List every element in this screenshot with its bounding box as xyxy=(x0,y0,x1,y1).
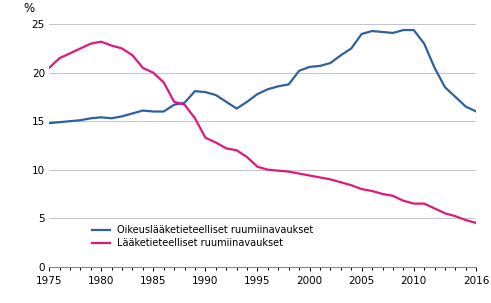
Lääketieteelliset ruumiinavaukset xyxy=(98,40,104,44)
Lääketieteelliset ruumiinavaukset xyxy=(327,178,333,181)
Lääketieteelliset ruumiinavaukset xyxy=(411,202,417,205)
Oikeuslääketieteelliset ruumiinavaukset xyxy=(244,100,250,104)
Lääketieteelliset ruumiinavaukset xyxy=(432,207,437,210)
Lääketieteelliset ruumiinavaukset xyxy=(234,148,240,152)
Oikeuslääketieteelliset ruumiinavaukset xyxy=(369,29,375,33)
Lääketieteelliset ruumiinavaukset xyxy=(150,71,156,75)
Oikeuslääketieteelliset ruumiinavaukset xyxy=(234,107,240,110)
Lääketieteelliset ruumiinavaukset xyxy=(192,116,198,120)
Oikeuslääketieteelliset ruumiinavaukset xyxy=(150,110,156,113)
Lääketieteelliset ruumiinavaukset xyxy=(359,187,365,191)
Lääketieteelliset ruumiinavaukset xyxy=(130,53,136,57)
Lääketieteelliset ruumiinavaukset xyxy=(317,176,323,179)
Oikeuslääketieteelliset ruumiinavaukset xyxy=(390,31,396,35)
Lääketieteelliset ruumiinavaukset xyxy=(265,168,271,171)
Oikeuslääketieteelliset ruumiinavaukset xyxy=(296,69,302,73)
Lääketieteelliset ruumiinavaukset xyxy=(390,194,396,198)
Line: Oikeuslääketieteelliset ruumiinavaukset: Oikeuslääketieteelliset ruumiinavaukset xyxy=(49,30,476,123)
Lääketieteelliset ruumiinavaukset xyxy=(275,169,281,172)
Lääketieteelliset ruumiinavaukset xyxy=(338,181,344,184)
Lääketieteelliset ruumiinavaukset xyxy=(78,47,83,50)
Oikeuslääketieteelliset ruumiinavaukset xyxy=(98,115,104,119)
Oikeuslääketieteelliset ruumiinavaukset xyxy=(213,93,219,97)
Oikeuslääketieteelliset ruumiinavaukset xyxy=(442,85,448,89)
Oikeuslääketieteelliset ruumiinavaukset xyxy=(432,66,437,70)
Oikeuslääketieteelliset ruumiinavaukset xyxy=(202,90,208,94)
Oikeuslääketieteelliset ruumiinavaukset xyxy=(275,85,281,88)
Oikeuslääketieteelliset ruumiinavaukset xyxy=(463,105,469,108)
Oikeuslääketieteelliset ruumiinavaukset xyxy=(317,64,323,68)
Lääketieteelliset ruumiinavaukset xyxy=(254,165,260,168)
Lääketieteelliset ruumiinavaukset xyxy=(244,155,250,159)
Lääketieteelliset ruumiinavaukset xyxy=(369,189,375,193)
Lääketieteelliset ruumiinavaukset xyxy=(306,174,312,177)
Oikeuslääketieteelliset ruumiinavaukset xyxy=(56,120,62,124)
Lääketieteelliset ruumiinavaukset xyxy=(202,136,208,139)
Line: Lääketieteelliset ruumiinavaukset: Lääketieteelliset ruumiinavaukset xyxy=(49,42,476,223)
Oikeuslääketieteelliset ruumiinavaukset xyxy=(400,28,406,32)
Lääketieteelliset ruumiinavaukset xyxy=(56,56,62,60)
Lääketieteelliset ruumiinavaukset xyxy=(421,202,427,205)
Oikeuslääketieteelliset ruumiinavaukset xyxy=(411,28,417,32)
Oikeuslääketieteelliset ruumiinavaukset xyxy=(182,101,188,105)
Lääketieteelliset ruumiinavaukset xyxy=(213,141,219,144)
Oikeuslääketieteelliset ruumiinavaukset xyxy=(327,61,333,65)
Lääketieteelliset ruumiinavaukset xyxy=(296,172,302,175)
Oikeuslääketieteelliset ruumiinavaukset xyxy=(161,110,166,113)
Lääketieteelliset ruumiinavaukset xyxy=(473,221,479,225)
Oikeuslääketieteelliset ruumiinavaukset xyxy=(306,65,312,69)
Oikeuslääketieteelliset ruumiinavaukset xyxy=(46,121,52,125)
Oikeuslääketieteelliset ruumiinavaukset xyxy=(338,53,344,57)
Oikeuslääketieteelliset ruumiinavaukset xyxy=(119,115,125,118)
Lääketieteelliset ruumiinavaukset xyxy=(463,218,469,222)
Oikeuslääketieteelliset ruumiinavaukset xyxy=(286,82,292,86)
Lääketieteelliset ruumiinavaukset xyxy=(223,147,229,150)
Oikeuslääketieteelliset ruumiinavaukset xyxy=(171,103,177,107)
Oikeuslääketieteelliset ruumiinavaukset xyxy=(380,30,385,34)
Lääketieteelliset ruumiinavaukset xyxy=(119,47,125,50)
Oikeuslääketieteelliset ruumiinavaukset xyxy=(453,95,459,99)
Oikeuslääketieteelliset ruumiinavaukset xyxy=(88,116,94,120)
Oikeuslääketieteelliset ruumiinavaukset xyxy=(473,110,479,113)
Lääketieteelliset ruumiinavaukset xyxy=(161,81,166,84)
Lääketieteelliset ruumiinavaukset xyxy=(400,199,406,202)
Legend: Oikeuslääketieteelliset ruumiinavaukset, Lääketieteelliset ruumiinavaukset: Oikeuslääketieteelliset ruumiinavaukset,… xyxy=(88,221,318,252)
Oikeuslääketieteelliset ruumiinavaukset xyxy=(421,42,427,45)
Lääketieteelliset ruumiinavaukset xyxy=(67,52,73,55)
Lääketieteelliset ruumiinavaukset xyxy=(171,100,177,104)
Lääketieteelliset ruumiinavaukset xyxy=(140,66,146,70)
Lääketieteelliset ruumiinavaukset xyxy=(453,215,459,218)
Lääketieteelliset ruumiinavaukset xyxy=(286,170,292,173)
Text: %: % xyxy=(24,2,34,15)
Lääketieteelliset ruumiinavaukset xyxy=(88,42,94,45)
Oikeuslääketieteelliset ruumiinavaukset xyxy=(265,87,271,91)
Oikeuslääketieteelliset ruumiinavaukset xyxy=(109,116,114,120)
Oikeuslääketieteelliset ruumiinavaukset xyxy=(192,89,198,93)
Oikeuslääketieteelliset ruumiinavaukset xyxy=(348,47,354,50)
Lääketieteelliset ruumiinavaukset xyxy=(182,103,188,107)
Oikeuslääketieteelliset ruumiinavaukset xyxy=(359,32,365,36)
Lääketieteelliset ruumiinavaukset xyxy=(348,183,354,187)
Lääketieteelliset ruumiinavaukset xyxy=(46,66,52,70)
Oikeuslääketieteelliset ruumiinavaukset xyxy=(140,109,146,112)
Oikeuslääketieteelliset ruumiinavaukset xyxy=(223,100,229,104)
Lääketieteelliset ruumiinavaukset xyxy=(109,44,114,47)
Oikeuslääketieteelliset ruumiinavaukset xyxy=(130,112,136,115)
Lääketieteelliset ruumiinavaukset xyxy=(380,192,385,196)
Oikeuslääketieteelliset ruumiinavaukset xyxy=(254,92,260,96)
Lääketieteelliset ruumiinavaukset xyxy=(442,211,448,215)
Oikeuslääketieteelliset ruumiinavaukset xyxy=(67,119,73,123)
Oikeuslääketieteelliset ruumiinavaukset xyxy=(78,118,83,122)
